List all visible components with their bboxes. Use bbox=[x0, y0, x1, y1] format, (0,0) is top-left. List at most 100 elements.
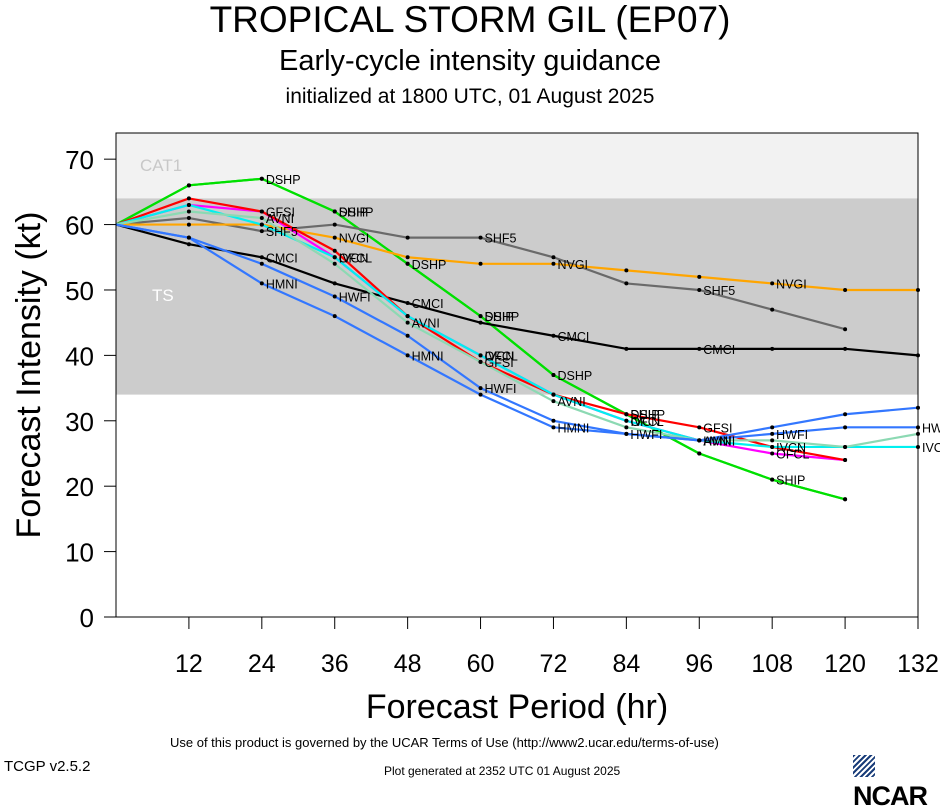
intensity-chart: CAT1 TS 0 10 20 30 40 50 60 70 12 24 36 48 60 72 84 96 108… bbox=[10, 132, 940, 726]
data-point-cmci bbox=[843, 346, 848, 351]
x-tick-label: 84 bbox=[612, 650, 640, 678]
data-point-hmni bbox=[478, 392, 483, 397]
series-label-ivcn: IVCN bbox=[339, 251, 369, 265]
x-tick-label: 120 bbox=[824, 650, 866, 678]
data-point-shf5 bbox=[843, 327, 848, 332]
data-point-ivcn bbox=[405, 314, 410, 319]
series-line-hwfi bbox=[115, 223, 918, 442]
series-label-nvgi: NVGI bbox=[339, 232, 370, 246]
data-point-shf5 bbox=[405, 235, 410, 240]
x-tick-label: 108 bbox=[751, 650, 793, 678]
series-label-dshp: DSHP bbox=[339, 205, 374, 219]
x-tick-label: 72 bbox=[540, 650, 568, 678]
data-point-avni bbox=[624, 425, 629, 430]
y-tick-label: 10 bbox=[65, 538, 94, 568]
data-point-ship bbox=[405, 261, 410, 266]
data-point-hmni bbox=[697, 438, 702, 443]
series-label-hmni: HMNI bbox=[266, 277, 298, 291]
data-point-ivcn bbox=[332, 255, 337, 260]
y-tick-label: 30 bbox=[65, 407, 94, 437]
x-tick-label: 12 bbox=[175, 650, 203, 678]
data-point-nvgi bbox=[770, 281, 775, 286]
y-tick-label: 40 bbox=[65, 341, 94, 371]
series-label-hwfi: HWFI bbox=[339, 291, 371, 305]
series-label-cmci: CMCI bbox=[557, 330, 589, 344]
y-axis-title: Forecast Intensity (kt) bbox=[10, 212, 48, 539]
x-tick-label: 96 bbox=[685, 650, 713, 678]
data-point-hmni bbox=[405, 353, 410, 358]
generated-time: Plot generated at 2352 UTC 01 August 202… bbox=[384, 764, 621, 778]
version-label: TCGP v2.5.2 bbox=[4, 758, 91, 775]
data-point-ivcn bbox=[551, 392, 556, 397]
data-point-cmci bbox=[478, 320, 483, 325]
data-point-nvgi bbox=[843, 287, 848, 292]
series-line-cmci bbox=[115, 223, 919, 357]
data-point-shf5 bbox=[624, 281, 629, 286]
series-label-ivcn: IVCN bbox=[485, 349, 515, 363]
data-point-cmci bbox=[770, 346, 775, 351]
data-point-hmni bbox=[843, 412, 848, 417]
data-point-cmci bbox=[551, 333, 556, 338]
data-point-cmci bbox=[332, 281, 337, 286]
data-point-avni bbox=[186, 209, 191, 214]
data-point-hmni bbox=[186, 235, 191, 240]
series-label-dshp: DSHP bbox=[630, 408, 665, 422]
series-label-shf5: SHF5 bbox=[703, 284, 735, 298]
data-point-cmci bbox=[259, 255, 264, 260]
data-point-ivcn bbox=[186, 202, 191, 207]
plot-frame bbox=[115, 132, 919, 618]
data-point-nvgi bbox=[186, 222, 191, 227]
series-label-avni: AVNI bbox=[412, 317, 440, 331]
series-line-ivcn bbox=[115, 203, 918, 449]
data-point-hwfi bbox=[259, 261, 264, 266]
data-point-ivcn bbox=[478, 353, 483, 358]
series-label-hmni: HMNI bbox=[557, 421, 589, 435]
data-point-nvgi bbox=[624, 268, 629, 273]
band-cat1 bbox=[116, 133, 918, 199]
series-label-ship: SHIP bbox=[630, 408, 659, 422]
series-label-dshp: DSHP bbox=[412, 258, 447, 272]
series-label-shf5: SHF5 bbox=[266, 225, 298, 239]
data-point-ship bbox=[186, 183, 191, 188]
series-label-avni: AVNI bbox=[703, 434, 731, 448]
data-point-avni bbox=[259, 216, 264, 221]
data-point-avni bbox=[843, 444, 848, 449]
data-point-ivcn bbox=[624, 418, 629, 423]
series-label-ship: SHIP bbox=[776, 474, 805, 488]
data-point-shf5 bbox=[332, 222, 337, 227]
series-label-cmci: CMCI bbox=[703, 343, 735, 357]
series-label-hwfi: HWFI bbox=[630, 428, 662, 442]
data-point-hmni bbox=[551, 425, 556, 430]
x-tick-label: 48 bbox=[394, 650, 422, 678]
series-label-ivcn: IVCN bbox=[630, 415, 660, 429]
series-label-hwfi: HWFI bbox=[922, 421, 940, 435]
series-label-ivcn: IVCN bbox=[922, 441, 940, 455]
data-point-ofcl bbox=[770, 451, 775, 456]
terms-of-use: Use of this product is governed by the U… bbox=[170, 735, 719, 750]
series-label-ship: SHIP bbox=[339, 205, 368, 219]
data-point-hwfi bbox=[405, 333, 410, 338]
data-point-avni bbox=[332, 261, 337, 266]
series-label-hwfi: HWFI bbox=[485, 382, 517, 396]
data-point-shf5 bbox=[186, 216, 191, 221]
data-point-gfsi bbox=[843, 458, 848, 463]
data-point-nvgi bbox=[478, 261, 483, 266]
data-point-cmci bbox=[405, 301, 410, 306]
series-label-ofcl: OFCL bbox=[339, 251, 372, 265]
data-point-ship bbox=[770, 477, 775, 482]
series-label-hmni: HMNI bbox=[703, 434, 735, 448]
x-axis-title: Forecast Period (hr) bbox=[366, 688, 668, 726]
init-time: initialized at 1800 UTC, 01 August 2025 bbox=[285, 85, 655, 108]
data-point-cmci bbox=[697, 346, 702, 351]
data-point-nvgi bbox=[697, 274, 702, 279]
series-label-cmci: CMCI bbox=[266, 251, 298, 265]
data-point-ivcn bbox=[259, 222, 264, 227]
series-label-gfsi: GFSI bbox=[266, 205, 295, 219]
data-point-nvgi bbox=[332, 235, 337, 240]
data-point-hwfi bbox=[332, 294, 337, 299]
data-point-shf5 bbox=[770, 307, 775, 312]
series-label-ship: SHIP bbox=[485, 310, 514, 324]
data-point-shf5 bbox=[478, 235, 483, 240]
data-point-nvgi bbox=[551, 261, 556, 266]
series-label-cmci: CMCI bbox=[412, 297, 444, 311]
